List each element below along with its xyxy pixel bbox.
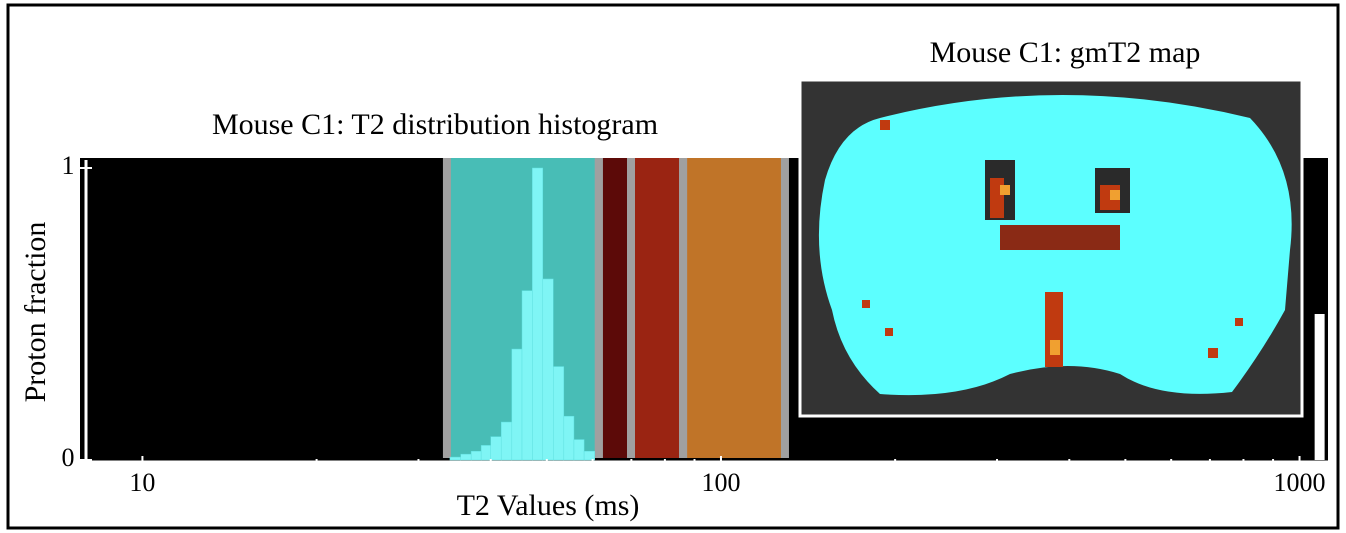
bar xyxy=(491,437,501,460)
bar xyxy=(450,457,461,460)
bar xyxy=(584,451,595,460)
bar xyxy=(564,416,574,460)
y-axis-label: Proton fraction xyxy=(19,222,52,403)
bar xyxy=(471,451,481,460)
bar xyxy=(574,440,584,460)
tail-bar xyxy=(1315,314,1325,460)
bar xyxy=(481,445,491,460)
x-axis-label: T2 Values (ms) xyxy=(457,489,640,522)
range-band xyxy=(599,158,631,458)
range-border xyxy=(679,158,687,458)
bar xyxy=(512,349,522,460)
range-border xyxy=(443,158,451,458)
x-tick-label: 10 xyxy=(129,468,155,497)
bar xyxy=(532,168,542,460)
range-border xyxy=(781,158,789,458)
bar xyxy=(543,279,554,460)
x-tick-label: 1000 xyxy=(1274,468,1326,497)
y-tick-label: 1 xyxy=(62,151,75,180)
x-tick-label: 100 xyxy=(701,468,740,497)
inset: Mouse C1: gmT2 map xyxy=(800,36,1302,416)
range-band xyxy=(631,158,683,458)
inset-title: Mouse C1: gmT2 map xyxy=(930,36,1201,69)
range-border xyxy=(595,158,603,458)
bar xyxy=(461,454,471,460)
bar xyxy=(522,291,532,460)
chart-title: Mouse C1: T2 distribution histogram xyxy=(212,108,658,141)
y-tick-label: 0 xyxy=(62,443,75,472)
bar xyxy=(501,422,512,460)
range-border xyxy=(627,158,635,458)
range-band xyxy=(683,158,785,458)
bar xyxy=(553,367,564,460)
chart: Mouse C1: T2 distribution histogram T2 V… xyxy=(0,0,1346,533)
